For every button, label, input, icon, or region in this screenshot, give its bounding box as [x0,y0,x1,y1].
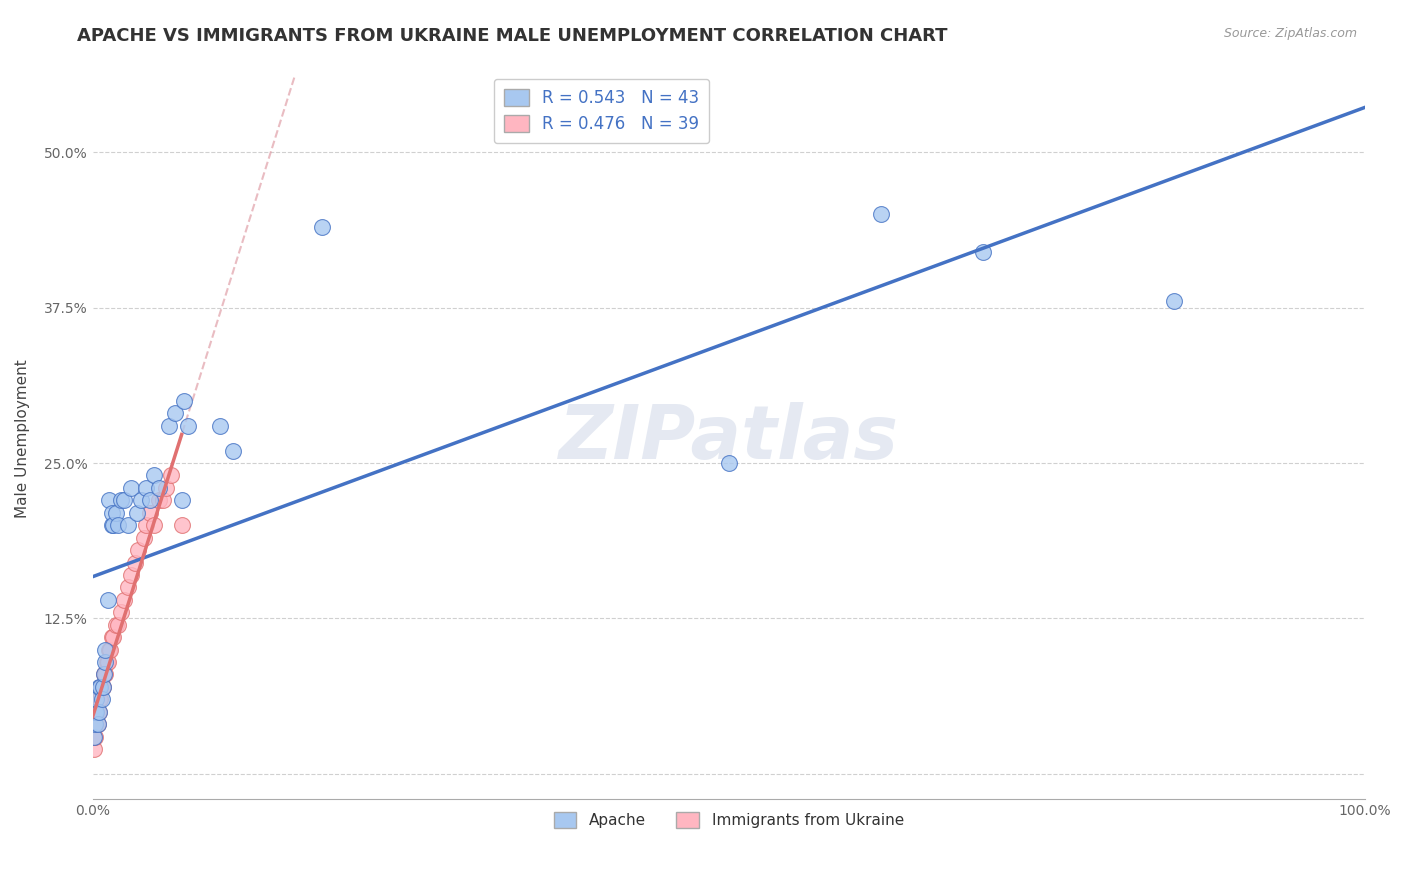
Point [107,518,129,533]
Point [135,518,157,533]
Point [87,692,110,706]
Point [86,717,108,731]
Point [86,717,108,731]
Point [120,481,142,495]
Point [91,680,114,694]
Point [132,531,155,545]
Point [139,493,162,508]
Point [129,493,152,508]
Point [84,705,107,719]
Point [87,680,110,694]
Point [107,617,129,632]
Point [1163,294,1185,309]
Point [160,468,183,483]
Point [100,506,122,520]
Point [87,705,110,719]
Point [83,742,105,756]
Point [86,717,108,731]
Point [120,568,142,582]
Legend: Apache, Immigrants from Ukraine: Apache, Immigrants from Ukraine [547,806,910,835]
Point [152,493,174,508]
Point [100,518,122,533]
Point [142,468,165,483]
Point [870,207,893,221]
Point [104,617,127,632]
Y-axis label: Male Unemployment: Male Unemployment [15,359,30,517]
Point [112,592,135,607]
Point [86,705,108,719]
Point [96,655,118,669]
Point [87,705,110,719]
Text: APACHE VS IMMIGRANTS FROM UKRAINE MALE UNEMPLOYMENT CORRELATION CHART: APACHE VS IMMIGRANTS FROM UKRAINE MALE U… [77,27,948,45]
Point [170,493,193,508]
Point [311,219,333,234]
Point [93,667,115,681]
Point [98,642,121,657]
Point [177,418,200,433]
Point [83,730,105,744]
Point [110,493,132,508]
Point [100,642,122,657]
Point [117,518,139,533]
Point [94,642,117,657]
Point [83,730,105,744]
Point [208,418,231,433]
Text: ZIPatlas: ZIPatlas [558,401,898,475]
Point [173,393,195,408]
Point [127,543,149,558]
Point [100,630,122,644]
Point [101,630,124,644]
Point [135,481,157,495]
Point [89,692,111,706]
Point [86,705,108,719]
Point [101,518,124,533]
Point [127,506,149,520]
Point [89,680,111,694]
Point [148,481,170,495]
Point [97,655,120,669]
Point [148,493,170,508]
Point [139,506,162,520]
Point [89,680,111,694]
Point [112,493,135,508]
Point [97,592,120,607]
Point [117,581,139,595]
Point [93,667,115,681]
Point [86,705,108,719]
Point [90,692,112,706]
Text: Source: ZipAtlas.com: Source: ZipAtlas.com [1223,27,1357,40]
Point [98,493,121,508]
Point [94,655,117,669]
Point [110,605,132,619]
Point [142,518,165,533]
Point [157,418,180,433]
Point [165,406,187,420]
Point [717,456,740,470]
Point [124,556,146,570]
Point [84,730,107,744]
Point [155,481,177,495]
Point [221,443,243,458]
Point [84,717,107,731]
Point [84,717,107,731]
Point [104,506,127,520]
Point [86,692,108,706]
Point [972,244,994,259]
Point [91,680,114,694]
Point [90,680,112,694]
Point [170,518,193,533]
Point [94,667,117,681]
